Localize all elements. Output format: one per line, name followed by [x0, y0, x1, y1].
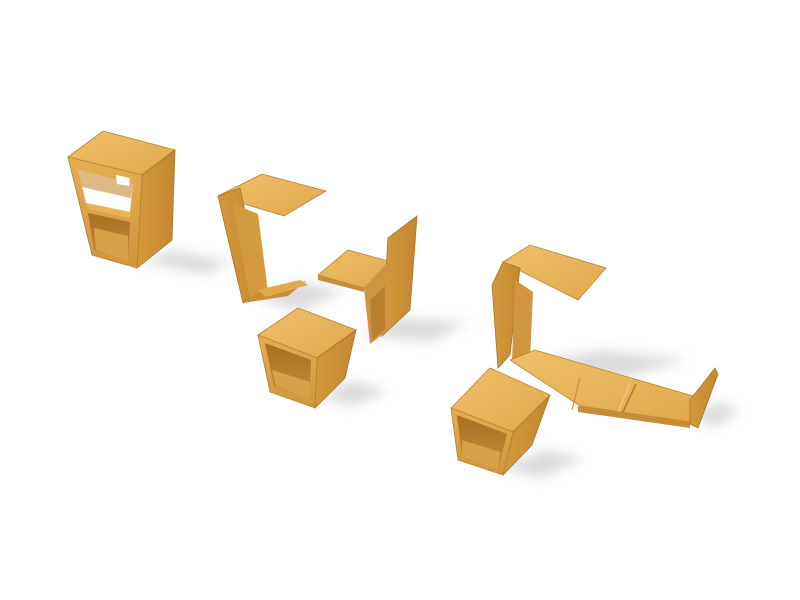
- floor-shadows: [140, 250, 740, 478]
- open-box-stool: [68, 131, 175, 268]
- c-shaped-side-table: [218, 174, 326, 303]
